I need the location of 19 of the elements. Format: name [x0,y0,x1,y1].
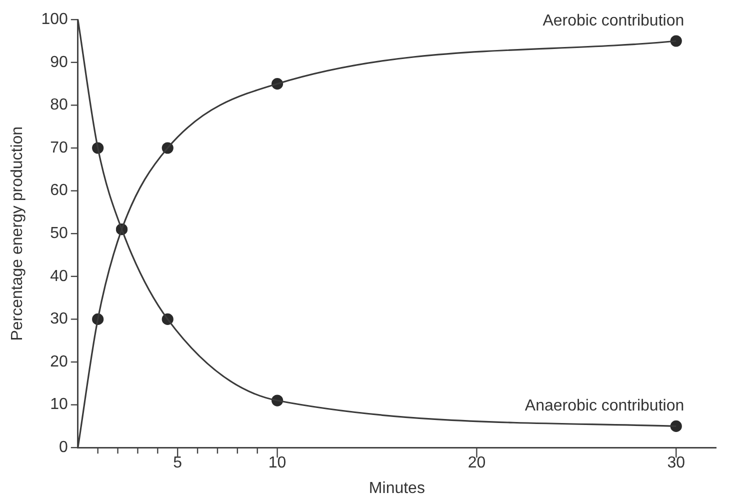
y-tick-label: 50 [50,225,68,242]
x-tick-label: 10 [268,454,286,472]
y-tick-label: 80 [50,96,68,114]
y-tick-label: 90 [50,54,68,71]
y-tick-label: 20 [50,353,68,370]
y-tick-label: 10 [50,396,68,414]
x-tick-label: 5 [173,454,182,472]
x-tick-label: 20 [468,454,486,472]
x-tick-label: 30 [667,454,686,472]
y-tick-label: 30 [50,310,68,328]
series-label: Anaerobic contribution [524,398,684,415]
y-tick-label: 100 [41,11,68,28]
y-axis-title: Percentage energy production [9,126,26,341]
y-tick-label: 0 [58,439,68,456]
y-tick-label: 60 [50,182,68,200]
series-label: Aerobic contribution [542,12,684,30]
x-axis-title: Minutes [368,480,425,497]
y-tick-label: 70 [50,139,68,156]
y-tick-label: 40 [50,268,68,285]
